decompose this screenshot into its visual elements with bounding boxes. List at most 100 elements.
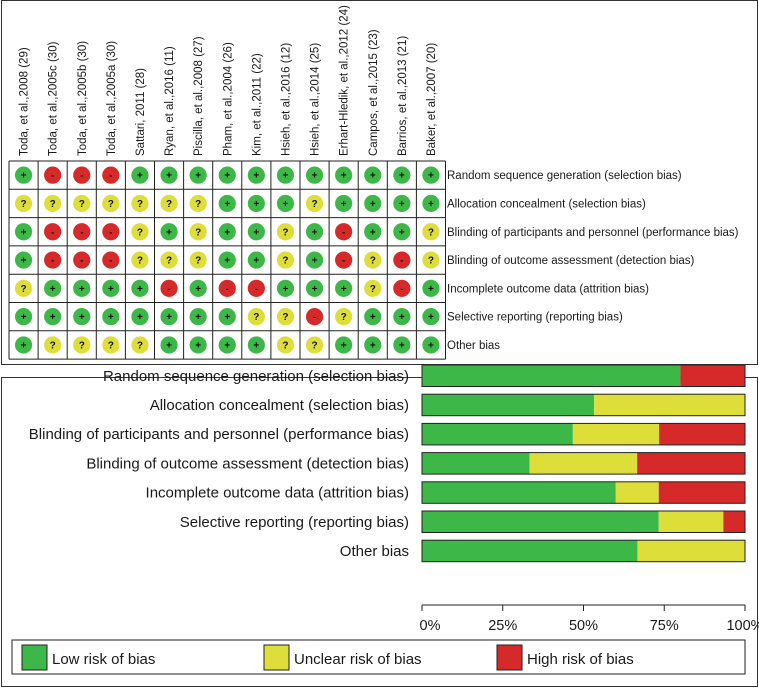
risk-dot-low [246, 222, 266, 242]
risk-symbol: ? [79, 199, 85, 210]
risk-dot-high [72, 250, 92, 270]
risk-dot-low [43, 307, 63, 327]
x-tick-label: 50% [569, 618, 598, 634]
risk-dot-unclear [276, 222, 295, 242]
risk-symbol: + [79, 312, 85, 323]
risk-dot-low [101, 307, 121, 327]
risk-dot-high [334, 222, 354, 242]
risk-dot-low [276, 194, 295, 213]
study-label: Barrios, et al.,2013 (21) [397, 36, 409, 156]
risk-dot-unclear [276, 335, 295, 355]
risk-symbol: + [224, 256, 230, 267]
risk-symbol: - [51, 256, 54, 267]
risk-dot-low [421, 278, 441, 298]
study-label: Sattari, 2011 (28) [135, 68, 147, 156]
risk-dot-high [217, 278, 237, 298]
study-label: Hsieh, et al.,2016 (12) [280, 43, 292, 156]
study-label: Piscilla, et al.,2008 (27) [193, 36, 205, 156]
risk-symbol: + [253, 171, 259, 182]
risk-dot-unclear [305, 335, 324, 355]
risk-symbol: + [137, 312, 143, 323]
risk-dot-high [43, 250, 63, 270]
risk-dot-low [363, 222, 383, 242]
risk-symbol: - [80, 256, 83, 267]
bar-segment-low [422, 394, 595, 416]
risk-dot-unclear [421, 250, 441, 270]
risk-symbol: - [109, 171, 112, 182]
risk-symbol: + [108, 284, 114, 295]
risk-dot-unclear [188, 194, 208, 213]
risk-symbol: + [224, 171, 230, 182]
study-label: Erhart-Hledik, et al.,2012 (24) [339, 5, 351, 156]
domain-row-label: Random sequence generation (selection bi… [447, 170, 682, 182]
bar-outline [421, 393, 746, 417]
risk-dot-unclear [276, 250, 295, 270]
risk-symbol: + [224, 199, 230, 210]
risk-dot-low [305, 222, 324, 242]
bar-category-label: Other bias [340, 543, 409, 560]
risk-dot-low [305, 278, 324, 298]
risk-dot-high [72, 222, 92, 242]
risk-dot-unclear [305, 194, 324, 213]
bar-segment-low [422, 511, 659, 533]
risk-symbol: + [21, 256, 27, 267]
legend-box [11, 639, 746, 675]
risk-symbol: - [342, 256, 345, 267]
risk-dot-unclear [188, 222, 208, 242]
risk-symbol: - [51, 227, 54, 238]
risk-symbol: + [370, 312, 376, 323]
bar-segment-unclear [637, 540, 745, 562]
risk-symbol: ? [282, 312, 288, 323]
risk-dot-low [188, 307, 208, 327]
risk-symbol: ? [166, 199, 172, 210]
risk-dot-unclear [14, 278, 33, 298]
x-tick-label: 0% [420, 618, 441, 634]
risk-dot-low [14, 250, 33, 270]
risk-dot-low [14, 335, 33, 355]
risk-symbol: ? [195, 199, 201, 210]
bar-category-label: Blinding of participants and personnel (… [29, 426, 409, 443]
risk-dot-unclear [421, 222, 441, 242]
risk-symbol: + [341, 340, 347, 351]
risk-dot-low [305, 165, 324, 185]
bar-outline [421, 481, 746, 504]
risk-symbol: ? [50, 340, 56, 351]
bar-category-label: Incomplete outcome data (attrition bias) [146, 485, 409, 502]
risk-symbol: ? [50, 199, 56, 210]
bar-outline [421, 452, 746, 475]
risk-symbol: + [50, 312, 56, 323]
bar-segment-unclear [529, 452, 638, 475]
risk-symbol: + [108, 312, 114, 323]
risk-dot-low [130, 165, 150, 185]
risk-dot-unclear [72, 335, 92, 355]
risk-dot-low [72, 307, 92, 327]
risk-dot-low [14, 165, 33, 185]
risk-dot-high [392, 250, 412, 270]
risk-dot-low [159, 335, 179, 355]
risk-symbol: ? [282, 227, 288, 238]
bar-segment-high [637, 452, 745, 475]
risk-symbol: + [224, 227, 230, 238]
risk-symbol: + [195, 171, 201, 182]
bar-segment-high [723, 511, 745, 533]
bar-segment-high [659, 423, 746, 445]
risk-dot-high [334, 250, 354, 270]
risk-dot-low [43, 278, 63, 298]
risk-dot-unclear [101, 335, 121, 355]
risk-dot-unclear [363, 278, 383, 298]
risk-dot-unclear [14, 194, 33, 213]
risk-symbol: ? [428, 227, 434, 238]
risk-dot-unclear [246, 307, 266, 327]
risk-symbol: ? [370, 256, 376, 267]
bar-segment-low [422, 452, 530, 475]
risk-dot-low [421, 194, 441, 213]
risk-dot-low [392, 165, 412, 185]
risk-dot-unclear [72, 194, 92, 213]
risk-dot-unclear [101, 194, 121, 213]
legend-label: Unclear risk of bias [294, 651, 422, 668]
risk-symbol: - [109, 227, 112, 238]
risk-symbol: + [195, 284, 201, 295]
x-tick-label: 100% [726, 618, 759, 634]
bar-segment-unclear [572, 423, 660, 445]
